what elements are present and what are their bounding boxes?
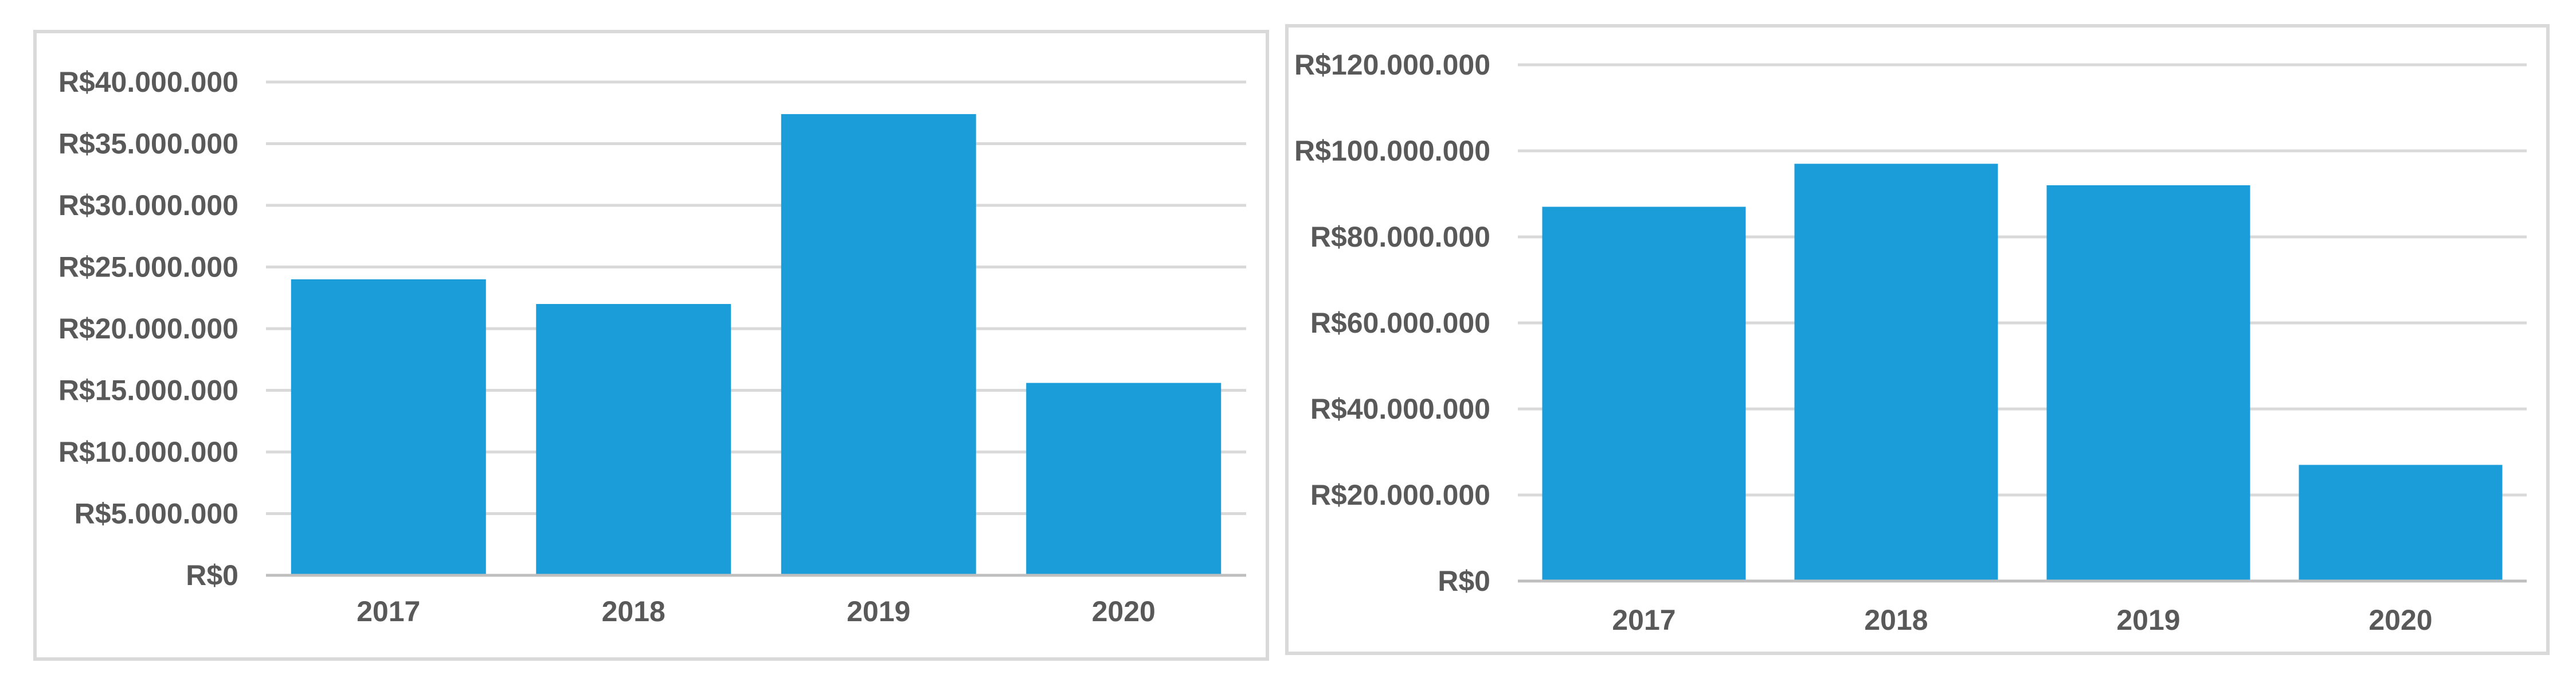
y-tick-label-right-4: R$80.000.000 [1310,221,1490,253]
y-tick-label-left-5: R$25.000.000 [58,251,238,283]
x-tick-label-left-2019: 2019 [847,595,910,627]
x-tick-label-right-2019: 2019 [2116,604,2180,636]
bar-right-2018 [1794,163,1998,581]
y-tick-label-right-5: R$100.000.000 [1294,135,1490,167]
y-tick-label-left-2: R$10.000.000 [58,436,238,468]
y-tick-label-left-1: R$5.000.000 [75,498,238,530]
y-tick-label-left-0: R$0 [186,559,238,591]
chart-panel-right: R$0 R$20.000.000 R$40.000.000 R$60.000.000 R… [1285,24,2550,655]
x-tick-label-right-2018: 2018 [1864,604,1928,636]
x-tick-label-left-2018: 2018 [602,595,665,627]
y-tick-label-right-1: R$20.000.000 [1310,479,1490,511]
bar-right-2017 [1542,206,1746,581]
y-tick-label-right-3: R$60.000.000 [1310,307,1490,339]
y-tick-label-right-2: R$40.000.000 [1310,393,1490,425]
bar-right-2019 [2046,185,2250,581]
y-tick-label-right-6: R$120.000.000 [1294,49,1490,81]
y-tick-label-left-4: R$20.000.000 [58,313,238,345]
x-tick-label-right-2017: 2017 [1612,604,1675,636]
y-tick-label-left-7: R$35.000.000 [58,128,238,160]
bar-chart-left: R$0 R$5.000.000 R$10.000.000 R$15.000.000 R$… [58,66,1246,627]
y-tick-label-left-3: R$15.000.000 [58,375,238,407]
y-tick-label-left-8: R$40.000.000 [58,66,238,98]
x-tick-label-right-2020: 2020 [2368,604,2432,636]
x-tick-label-left-2017: 2017 [357,595,420,627]
bar-left-2017 [291,279,486,575]
bar-right-2020 [2299,465,2503,581]
chart-panel-left: R$0 R$5.000.000 R$10.000.000 R$15.000.000 R$… [33,30,1269,661]
y-tick-label-right-0: R$0 [1438,565,1490,597]
bar-left-2019 [781,114,976,575]
bar-chart-right: R$0 R$20.000.000 R$40.000.000 R$60.000.000 R… [1294,49,2527,636]
bar-left-2020 [1026,383,1222,575]
bar-left-2018 [536,304,731,575]
x-tick-label-left-2020: 2020 [1092,595,1156,627]
y-tick-label-left-6: R$30.000.000 [58,189,238,221]
